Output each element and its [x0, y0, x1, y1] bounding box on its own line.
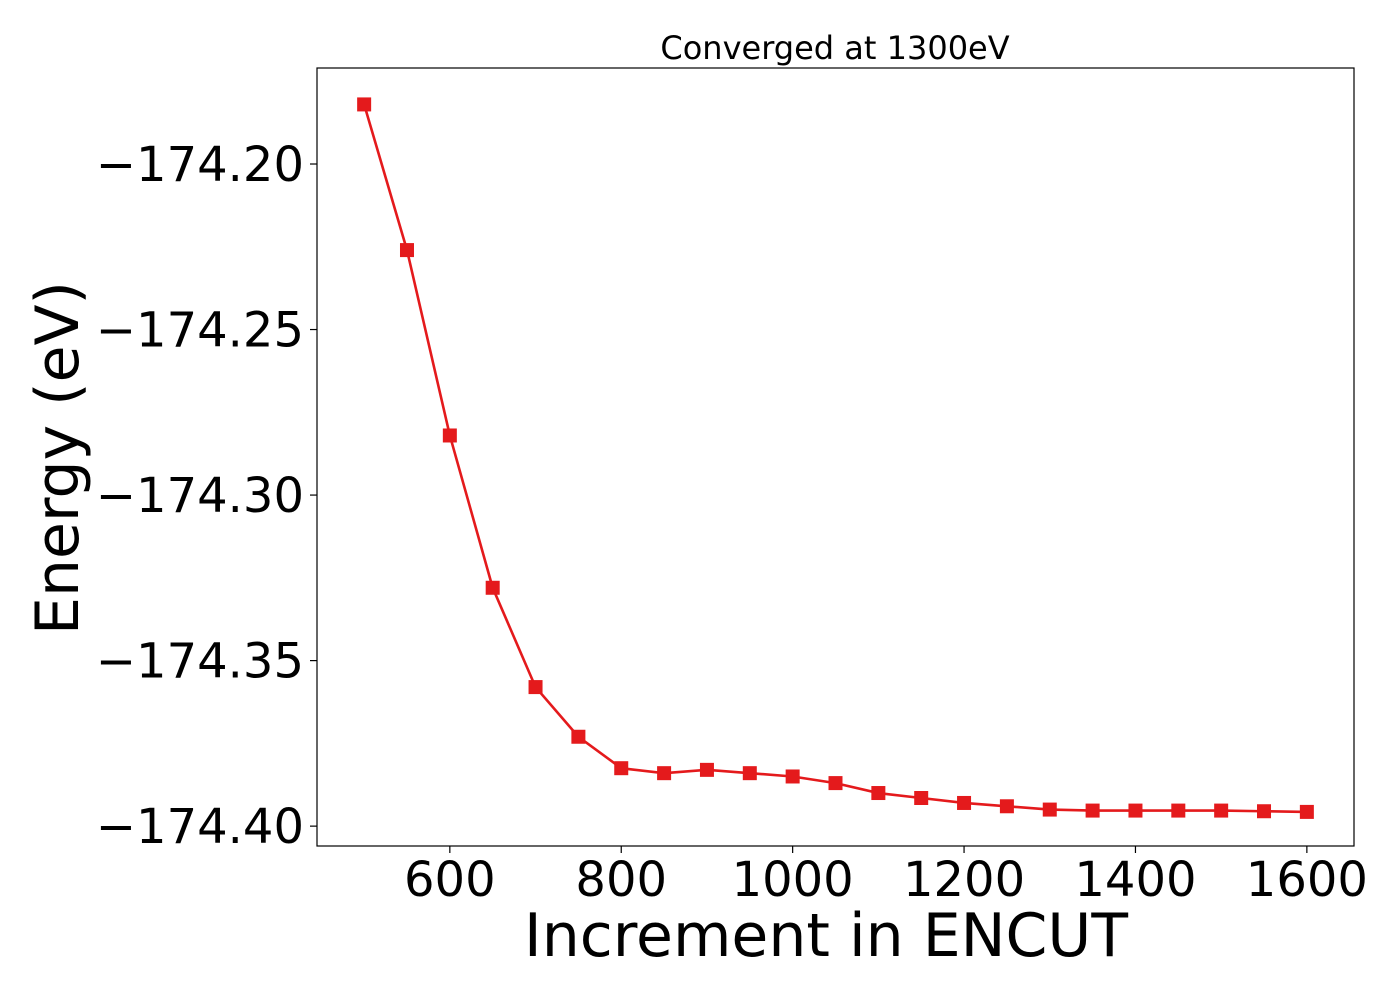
data-point — [1042, 802, 1057, 817]
data-point — [485, 580, 500, 595]
plot-frame — [316, 67, 1355, 847]
y-axis-ticks: −174.20 −174.25 −174.30 −174.35 −174.40 — [96, 137, 317, 855]
y-tick-label: −174.35 — [96, 634, 304, 690]
x-axis-ticks: 600 800 1000 1200 1400 1600 — [404, 846, 1368, 908]
data-point — [699, 762, 714, 777]
data-point — [1085, 803, 1100, 818]
data-point — [528, 680, 543, 695]
plot-area — [362, 104, 1307, 814]
y-tick-label: −174.30 — [96, 468, 304, 524]
chart-title: Converged at 1300eV — [660, 29, 1009, 67]
data-point — [1128, 803, 1143, 818]
y-tick-label: −174.20 — [96, 137, 304, 193]
x-tick-label: 800 — [575, 852, 667, 908]
x-tick-label: 1400 — [1074, 852, 1196, 908]
y-tick-label: −174.40 — [96, 799, 304, 855]
data-point — [1214, 803, 1229, 818]
data-point — [914, 791, 929, 805]
data-point — [614, 761, 629, 776]
x-axis-label: Increment in ENCUT — [524, 901, 1128, 971]
x-tick-label: 1600 — [1246, 852, 1368, 908]
data-point — [1171, 803, 1186, 818]
data-point — [571, 729, 586, 744]
data-point — [999, 799, 1014, 814]
data-point — [1257, 804, 1272, 819]
data-point — [957, 795, 972, 810]
y-tick-label: −174.25 — [96, 303, 304, 359]
data-point — [828, 776, 843, 791]
series-line — [362, 104, 1307, 814]
data-point — [399, 243, 414, 258]
x-tick-label: 600 — [404, 852, 496, 908]
x-tick-label: 1000 — [732, 852, 854, 908]
data-markers — [357, 97, 1314, 819]
data-point — [442, 428, 457, 443]
data-point — [785, 769, 800, 784]
x-tick-label: 1200 — [903, 852, 1025, 908]
data-point — [742, 766, 757, 781]
data-point — [1299, 804, 1314, 819]
y-axis-label: Energy (eV) — [23, 281, 93, 635]
data-point — [871, 786, 886, 801]
data-point — [657, 766, 672, 781]
data-point — [357, 97, 372, 112]
